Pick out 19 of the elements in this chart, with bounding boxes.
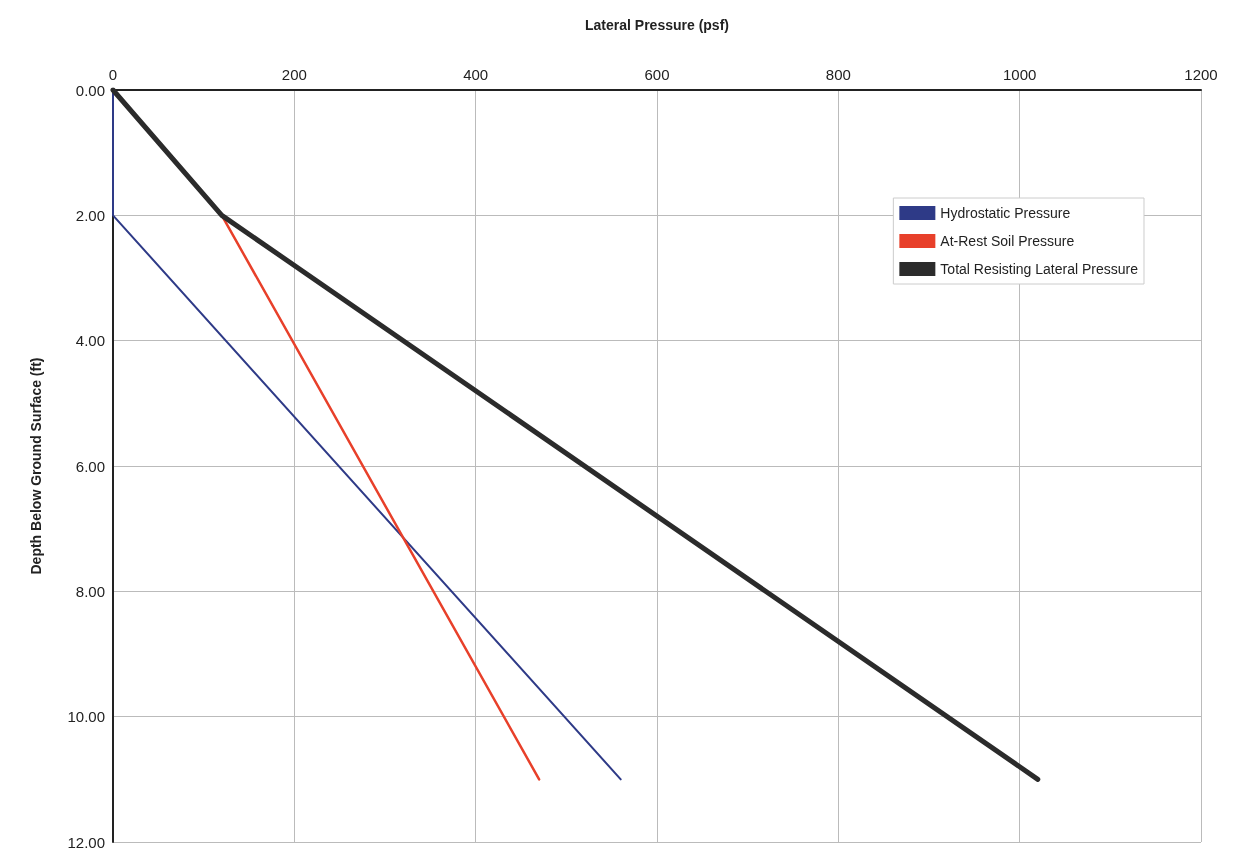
legend-label: Hydrostatic Pressure [940,205,1071,221]
y-tick-label: 8.00 [75,582,105,600]
legend-label: Total Resisting Lateral Pressure [940,261,1139,277]
x-tick-label: 0 [108,66,118,83]
x-tick-label: 1200 [1184,66,1218,83]
y-tick-label: 4.00 [75,332,105,350]
y-axis-title: Depth Below Ground Surface (ft) [28,357,44,575]
y-tick-label: 6.00 [75,457,105,475]
y-tick-label: 12.00 [67,833,105,851]
y-tick-label: 2.00 [75,206,105,224]
x-axis-title: Lateral Pressure (psf) [585,17,729,33]
x-tick-label: 200 [281,66,307,83]
legend-label: At-Rest Soil Pressure [940,233,1075,249]
y-tick-label: 10.00 [67,708,105,726]
x-tick-label: 1000 [1002,66,1037,83]
y-tick-label: 0.00 [75,81,105,99]
x-tick-label: 600 [644,66,670,83]
x-tick-label: 400 [463,66,489,83]
x-tick-label: 800 [825,66,851,83]
